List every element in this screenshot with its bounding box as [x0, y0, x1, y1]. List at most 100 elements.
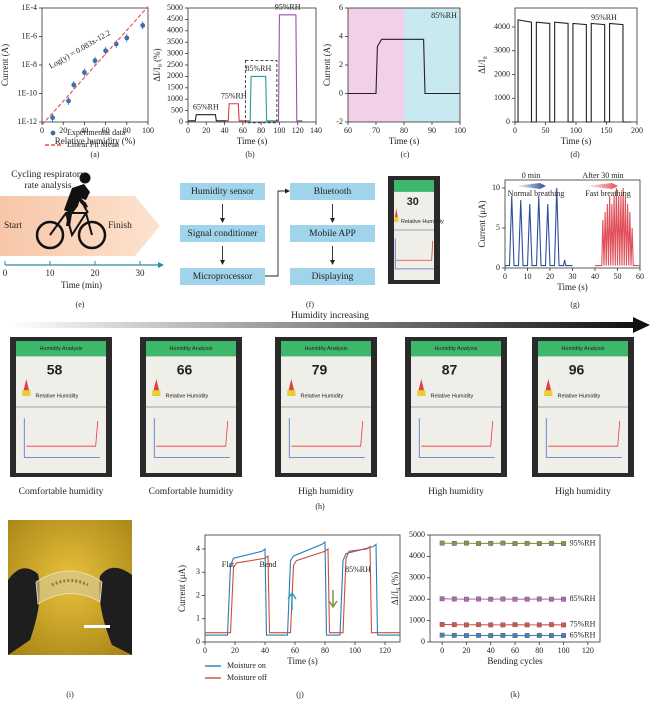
flow-node-label: Microprocessor — [193, 272, 253, 282]
data-point — [524, 596, 530, 602]
finish-label: Finish — [108, 221, 132, 231]
x-tick-label: 100 — [570, 126, 582, 135]
y-tick-label: 3000 — [494, 46, 510, 55]
x-tick-label: 0 — [186, 126, 190, 135]
flow-arrowhead — [330, 218, 335, 223]
y-tick-label: 3000 — [409, 573, 425, 582]
x-tick-label: 20 — [231, 646, 239, 655]
y-tick-label: 4 — [339, 31, 343, 40]
series-line — [226, 103, 248, 122]
x-tick-label: 0 — [3, 268, 8, 278]
app-title: Humidity Analysis — [304, 346, 347, 352]
data-point — [512, 633, 518, 638]
x-tick-label: 0 — [513, 126, 517, 135]
x-tick-label: 120 — [582, 646, 594, 655]
data-point — [536, 622, 542, 628]
app-header — [538, 341, 628, 357]
data-point — [464, 540, 469, 546]
y-tick-label: 500 — [171, 105, 183, 114]
axis-arrow — [158, 262, 164, 268]
data-point — [464, 596, 469, 602]
x-tick-label: 40 — [80, 126, 88, 135]
x-tick-label: 70 — [372, 126, 380, 135]
x-tick-label: 40 — [261, 646, 269, 655]
level-icon — [544, 390, 553, 396]
panel-caption: (d) — [570, 150, 580, 159]
screen-graph-line — [396, 240, 434, 261]
cyclist-head — [79, 172, 91, 184]
data-point — [512, 541, 518, 546]
annotation: Log(y) = 0.083x-12.2 — [47, 28, 112, 71]
screen-graph-axes — [418, 418, 495, 458]
x-tick-label: 60 — [344, 126, 352, 135]
arrow-decor — [287, 591, 297, 610]
data-point — [451, 596, 457, 602]
data-point — [536, 541, 542, 546]
data-point — [549, 633, 554, 638]
app-title: Humidity Analysis — [39, 346, 82, 352]
screen-graph-line — [421, 420, 494, 447]
series-label: 95%RH — [275, 3, 301, 12]
data-point — [439, 632, 445, 638]
arrow-decor — [515, 183, 546, 189]
screen-graph-line — [548, 420, 621, 447]
series-line — [505, 187, 573, 267]
data-point — [488, 540, 494, 546]
screen-graph-axes — [288, 418, 365, 458]
series-line — [41, 6, 149, 126]
flow-arrowhead — [220, 260, 225, 265]
annotation: 0 min — [522, 171, 540, 180]
y-tick-label: 1E-8 — [21, 60, 37, 69]
data-point — [561, 622, 566, 628]
x-tick-label: 0 — [503, 272, 507, 281]
data-point — [82, 70, 87, 75]
y-tick-label: 2000 — [167, 71, 183, 80]
data-point — [524, 540, 530, 546]
data-point — [524, 622, 530, 628]
y-axis-label: Current (μA) — [477, 200, 487, 247]
annotation: Normal breathing — [508, 189, 565, 198]
data-point — [439, 540, 445, 546]
y-tick-label: 2500 — [167, 60, 183, 69]
data-point — [464, 622, 469, 628]
highlight-box — [244, 59, 278, 124]
wheel — [77, 220, 107, 250]
y-tick-label: 4000 — [494, 22, 510, 31]
wheel — [35, 220, 65, 250]
y-tick-label: 1E-10 — [17, 88, 37, 97]
data-point — [561, 541, 566, 546]
x-tick-label: 50 — [614, 272, 622, 281]
data-point — [549, 622, 554, 628]
y-tick-label: 1E-12 — [17, 117, 37, 126]
y-tick-label: 10 — [492, 183, 500, 192]
data-point — [476, 596, 481, 602]
flow-connector — [265, 190, 287, 277]
y-tick-label: 1500 — [167, 83, 183, 92]
data-point — [464, 633, 469, 638]
y-tick-label: 0 — [179, 117, 183, 126]
x-tick-label: 40 — [487, 646, 495, 655]
x-axis-label: Time (min) — [61, 280, 102, 290]
y-tick-label: 1000 — [167, 94, 183, 103]
x-tick-label: 80 — [257, 126, 265, 135]
x-tick-label: 40 — [221, 126, 229, 135]
data-point — [500, 632, 506, 638]
x-tick-label: 80 — [400, 126, 408, 135]
data-point — [549, 540, 554, 546]
panel-caption: (j) — [296, 690, 304, 699]
y-tick-label: 2000 — [494, 69, 510, 78]
arrow-decor — [585, 183, 618, 189]
data-point — [451, 632, 457, 638]
screen-label: Relative Humidity — [166, 393, 209, 399]
x-tick-label: 20 — [202, 126, 210, 135]
series-label: 75%RH — [221, 92, 247, 101]
screen-label: Relative Humidity — [558, 393, 601, 399]
screen-graph-line — [156, 420, 229, 447]
data-point — [66, 98, 71, 104]
y-tick-label: 3000 — [167, 48, 183, 57]
data-point — [439, 622, 445, 627]
y-tick-label: 5000 — [167, 3, 183, 12]
panel-caption: (k) — [510, 690, 520, 699]
panel-caption: (i) — [66, 690, 74, 699]
